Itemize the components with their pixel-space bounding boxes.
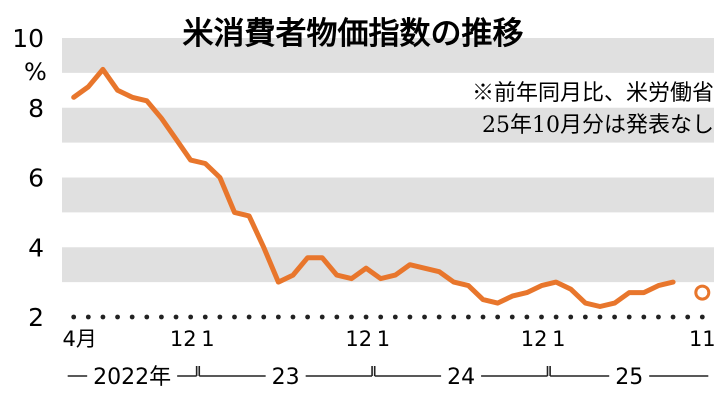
latest-value-marker <box>694 284 711 301</box>
axis-dot-3 <box>115 314 120 320</box>
axis-dot-33 <box>553 314 559 320</box>
cpi-series-line <box>71 66 676 309</box>
axis-dot-12 <box>246 314 252 320</box>
axis-dot-26 <box>451 314 457 320</box>
x-tick-label-7: 11 <box>689 327 716 351</box>
y-axis-unit: % <box>24 58 47 86</box>
year-label-3: 25 <box>615 365 643 390</box>
axis-dot-36 <box>597 314 603 320</box>
axis-dot-5 <box>144 314 150 320</box>
axis-dot-38 <box>626 314 632 320</box>
axis-dot-14 <box>275 314 281 320</box>
x-tick-label-1: 12 <box>170 327 197 351</box>
axis-dot-2 <box>100 314 106 320</box>
axis-dot-27 <box>466 314 471 320</box>
axis-dot-10 <box>217 314 223 320</box>
x-tick-label-4: 1 <box>377 327 390 351</box>
axis-dot-21 <box>378 314 384 320</box>
x-tick-label-3: 12 <box>345 327 372 351</box>
x-tick-label-6: 1 <box>552 327 565 351</box>
year-label-1: 23 <box>272 365 300 390</box>
axis-dot-34 <box>568 314 574 320</box>
grid-band-3 <box>62 38 714 73</box>
series-layer <box>71 66 711 309</box>
axis-dot-37 <box>612 314 617 320</box>
chart-note-1: ※前年同月比、米労働省 <box>472 81 714 106</box>
axis-dot-16 <box>305 314 310 320</box>
x-tick-label-0: 4月 <box>63 327 97 351</box>
y-tick-label-2: 6 <box>28 164 44 193</box>
axis-dot-25 <box>436 314 442 320</box>
axis-dot-6 <box>159 314 164 320</box>
axis-dot-4 <box>129 314 135 320</box>
y-tick-labels: 2 4 6 8 10 <box>12 24 44 332</box>
axis-dot-15 <box>290 314 296 320</box>
axis-dot-7 <box>173 314 179 320</box>
x-tick-label-2: 1 <box>201 327 214 351</box>
grid-band-2 <box>62 107 714 143</box>
axis-dot-24 <box>422 314 427 320</box>
axis-dot-23 <box>407 314 413 320</box>
x-tick-label-5: 12 <box>521 327 548 351</box>
axis-dot-31 <box>524 314 530 320</box>
axis-dot-11 <box>232 314 237 320</box>
year-label-2: 24 <box>447 365 475 390</box>
axis-dot-43 <box>699 314 705 320</box>
axis-dot-42 <box>685 314 691 320</box>
x-axis-dotted-baseline <box>71 314 705 320</box>
axis-dot-18 <box>334 314 340 320</box>
y-tick-label-0: 2 <box>28 303 44 332</box>
x-tick-labels: 4月 12 1 12 1 12 1 11 <box>63 327 716 351</box>
axis-dot-13 <box>261 314 267 320</box>
axis-dot-28 <box>480 314 486 320</box>
grid-band-1 <box>62 177 714 213</box>
axis-dot-0 <box>71 314 77 320</box>
axis-dot-20 <box>363 314 369 320</box>
axis-dot-41 <box>670 314 676 320</box>
axis-dot-39 <box>641 314 647 320</box>
y-tick-label-4: 10 <box>12 24 44 53</box>
axis-dot-29 <box>495 314 501 320</box>
axis-dot-32 <box>539 314 544 320</box>
chart-title: 米消費者物価指数の推移 <box>183 16 524 52</box>
axis-dot-1 <box>85 314 91 320</box>
axis-dot-40 <box>656 314 661 320</box>
grid-bands <box>62 38 714 283</box>
year-label-0: 2022年 <box>93 365 171 390</box>
axis-dot-9 <box>202 314 208 320</box>
axis-dot-22 <box>392 314 398 320</box>
axis-dot-8 <box>188 314 194 320</box>
axis-dot-30 <box>509 314 515 320</box>
axis-dot-35 <box>582 314 588 320</box>
axis-dot-17 <box>319 314 325 320</box>
axis-dot-19 <box>349 314 354 320</box>
y-tick-label-1: 4 <box>28 233 44 262</box>
chart-note-2: 25年10月分は発表なし <box>482 113 714 138</box>
y-tick-label-3: 8 <box>28 94 44 123</box>
year-labels: 2022年 23 24 25 <box>67 365 709 390</box>
